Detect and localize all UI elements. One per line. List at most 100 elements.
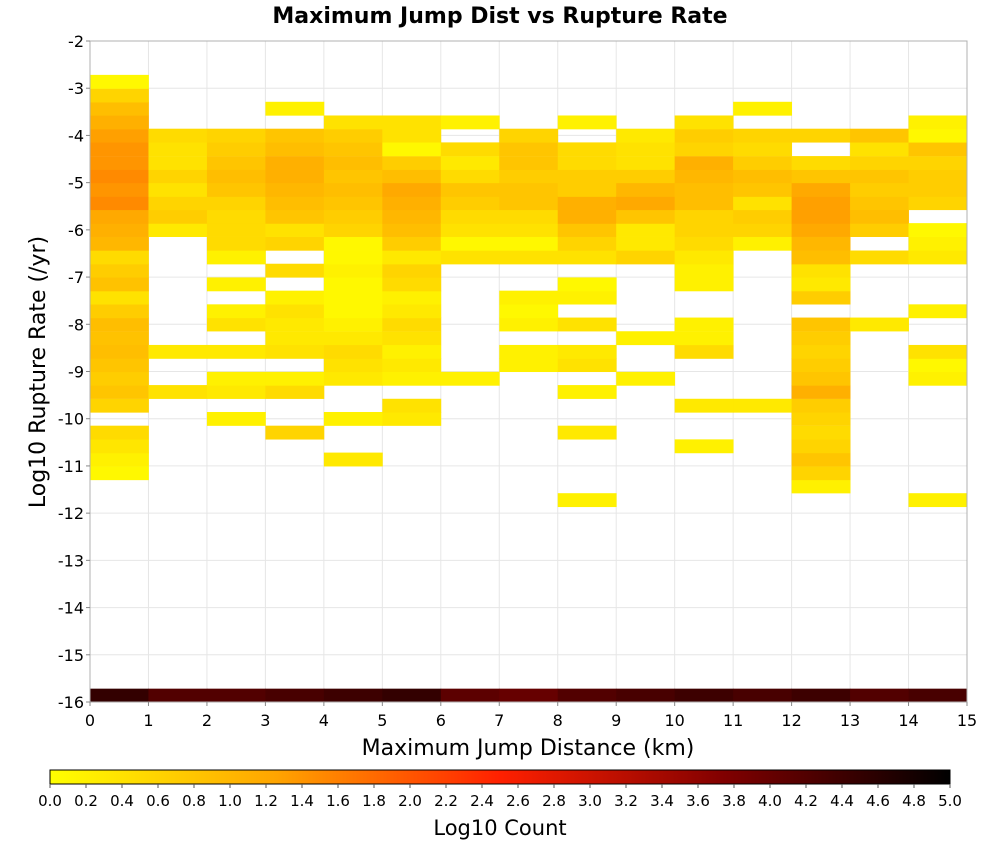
- heatmap-cell: [557, 250, 617, 265]
- heatmap-cell: [908, 156, 968, 170]
- y-tick-label: -7: [68, 268, 84, 287]
- heatmap-cell: [90, 250, 149, 265]
- y-tick-label: -6: [68, 221, 84, 240]
- heatmap-cell: [265, 263, 325, 278]
- y-axis-label: Log10 Rupture Rate (/yr): [26, 236, 51, 508]
- heatmap-cell: [557, 142, 617, 157]
- heatmap-cell: [90, 196, 149, 211]
- heatmap-cell: [148, 183, 208, 197]
- heatmap-cell: [265, 156, 325, 170]
- y-tick-label: -13: [58, 551, 84, 570]
- heatmap-cell: [265, 304, 325, 319]
- heatmap-cell: [440, 196, 500, 211]
- heatmap-cell: [90, 88, 149, 103]
- heatmap-cell: [791, 439, 851, 454]
- heatmap-cell: [90, 425, 149, 440]
- heatmap-cell: [499, 290, 559, 305]
- heatmap-cell: [674, 183, 734, 197]
- heatmap-cell: [323, 156, 383, 170]
- heatmap-cell: [674, 398, 734, 413]
- heatmap-cell: [265, 142, 325, 157]
- heatmap-cell: [90, 142, 149, 157]
- heatmap-cell: [206, 385, 266, 399]
- x-tick-label: 4: [319, 711, 329, 730]
- colorbar-tick-label: 1.8: [362, 792, 386, 810]
- heatmap-cell: [616, 128, 676, 143]
- y-tick-label: -14: [58, 599, 84, 618]
- heatmap-cell: [90, 223, 149, 237]
- heatmap-cell: [90, 169, 149, 184]
- colorbar-tick-label: 1.6: [326, 792, 350, 810]
- heatmap-cell: [148, 196, 208, 211]
- heatmap-cell: [382, 371, 442, 386]
- heatmap-cell: [148, 128, 208, 143]
- heatmap-cell: [616, 183, 676, 197]
- heatmap-cell: [850, 142, 909, 157]
- heatmap-cell: [440, 142, 500, 157]
- heatmap-cell: [265, 425, 325, 440]
- x-tick-label: 9: [611, 711, 621, 730]
- heatmap-cell: [206, 223, 266, 237]
- heatmap-cell: [382, 304, 442, 319]
- heatmap-cell: [791, 223, 851, 237]
- heatmap-cell: [206, 304, 266, 319]
- heatmap-cell: [908, 371, 968, 386]
- colorbar-tick-label: 1.0: [218, 792, 242, 810]
- heatmap-cell: [674, 688, 734, 703]
- heatmap-cell: [557, 223, 617, 237]
- x-tick-label: 0: [85, 711, 95, 730]
- heatmap-cell: [791, 128, 851, 143]
- heatmap-cell: [674, 331, 734, 346]
- heatmap-cell: [148, 385, 208, 399]
- heatmap-cell: [90, 688, 149, 703]
- heatmap-cell: [791, 371, 851, 386]
- heatmap-cell: [382, 250, 442, 265]
- heatmap-cell: [90, 385, 149, 399]
- heatmap-cell: [908, 223, 968, 237]
- x-tick-label: 11: [723, 711, 743, 730]
- heatmap-cell: [733, 196, 792, 211]
- heatmap-cell: [908, 236, 968, 251]
- heatmap-cell: [440, 183, 500, 197]
- heatmap-cell: [440, 156, 500, 170]
- heatmap-cell: [265, 331, 325, 346]
- heatmap-cell: [382, 277, 442, 292]
- heatmap-cell: [733, 169, 792, 184]
- x-tick-label: 15: [957, 711, 977, 730]
- heatmap-cell: [265, 183, 325, 197]
- heatmap-cell: [206, 236, 266, 251]
- heatmap-cell: [90, 277, 149, 292]
- x-tick-label: 3: [260, 711, 270, 730]
- y-tick-label: -5: [68, 174, 84, 193]
- heatmap-cell: [791, 250, 851, 265]
- heatmap-cell: [791, 466, 851, 481]
- heatmap-cell: [323, 196, 383, 211]
- heatmap-cell: [90, 183, 149, 197]
- heatmap-cell: [90, 128, 149, 143]
- heatmap-cell: [733, 688, 792, 703]
- heatmap-cell: [733, 128, 792, 143]
- heatmap-cell: [148, 209, 208, 224]
- heatmap-cell: [557, 236, 617, 251]
- heatmap-cell: [557, 196, 617, 211]
- x-axis-label: Maximum Jump Distance (km): [362, 736, 695, 761]
- heatmap-cell: [850, 250, 909, 265]
- heatmap-cell: [90, 304, 149, 319]
- heatmap-cell: [791, 183, 851, 197]
- y-tick-label: -15: [58, 646, 84, 665]
- heatmap-cell: [499, 344, 559, 359]
- heatmap-cell: [850, 223, 909, 237]
- heatmap-cell: [674, 250, 734, 265]
- heatmap-cell: [323, 371, 383, 386]
- heatmap-cell: [499, 209, 559, 224]
- heatmap-cell: [791, 344, 851, 359]
- heatmap-cell: [206, 277, 266, 292]
- heatmap-cell: [265, 290, 325, 305]
- heatmap-cell: [382, 115, 442, 130]
- x-tick-label: 13: [840, 711, 860, 730]
- heatmap-cell: [382, 411, 442, 426]
- heatmap-cell: [265, 223, 325, 237]
- heatmap-cell: [733, 398, 792, 413]
- heatmap-cell: [382, 128, 442, 143]
